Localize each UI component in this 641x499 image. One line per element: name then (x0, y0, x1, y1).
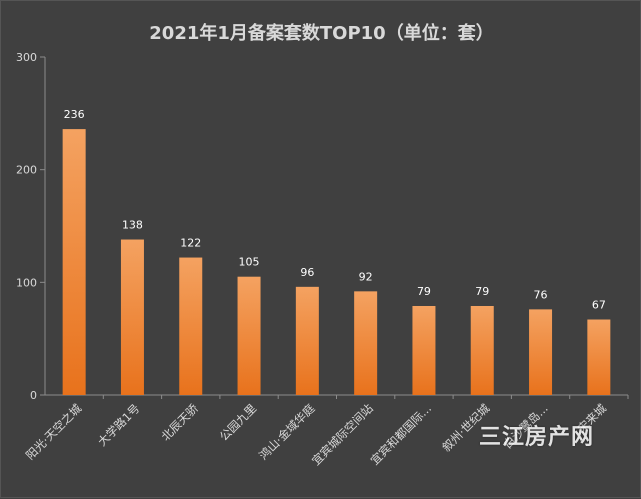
bar (587, 319, 611, 395)
x-tick-label: 宜宾城际空间站 (309, 401, 376, 468)
bar (62, 129, 86, 395)
y-tick-label: 0 (30, 389, 37, 402)
bar (120, 239, 144, 395)
data-label: 138 (122, 219, 143, 232)
bar (412, 305, 436, 395)
data-label: 76 (534, 288, 548, 301)
x-tick-label: 大学路1号 (95, 401, 143, 449)
y-tick-label: 200 (16, 164, 37, 177)
data-label: 96 (300, 266, 314, 279)
data-label: 122 (180, 237, 201, 250)
data-label: 79 (417, 285, 431, 298)
x-tick-label: 北辰天骄 (158, 401, 201, 444)
bar (529, 309, 553, 395)
x-tick-label: 公园九里 (217, 401, 259, 443)
bar (470, 305, 494, 395)
y-tick-label: 300 (16, 51, 37, 64)
bar (237, 276, 261, 395)
data-label: 236 (64, 108, 85, 121)
data-label: 105 (239, 256, 260, 269)
watermark: 三江房产网 (479, 425, 595, 450)
data-label: 79 (475, 285, 489, 298)
x-tick-label: 鸿山·金域华庭 (256, 401, 318, 463)
bar (295, 286, 319, 395)
x-tick-label: 宜宾和都国际... (368, 401, 434, 467)
bar (354, 291, 378, 395)
x-tick-label: 阳光·天空之城 (23, 401, 85, 463)
bar (179, 257, 203, 395)
data-label: 67 (592, 299, 606, 312)
chart-title: 2021年1月备案套数TOP10（单位：套） (149, 23, 494, 44)
data-label: 92 (359, 270, 373, 283)
y-tick-label: 100 (16, 276, 37, 289)
